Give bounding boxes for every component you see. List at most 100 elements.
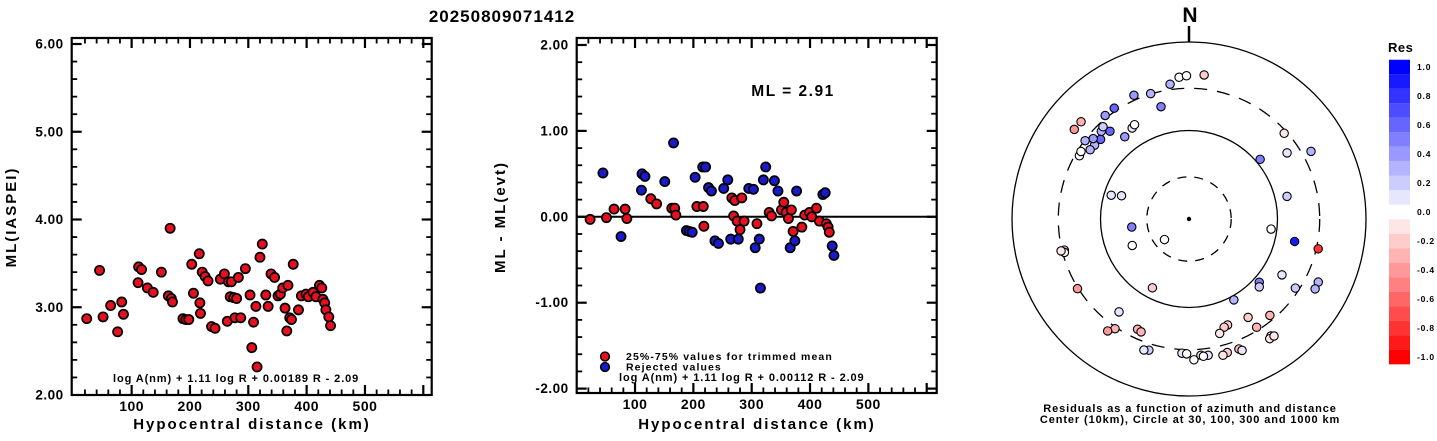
station-point-ml — [282, 279, 294, 291]
station-point-polar — [1243, 312, 1253, 323]
station-point-ml — [239, 263, 251, 275]
colorbar-segment — [1389, 74, 1410, 89]
station-point-residual — [749, 242, 761, 254]
station-point-residual — [597, 167, 609, 179]
station-point-residual — [823, 226, 835, 238]
station-point-polar — [1129, 119, 1140, 130]
station-point-ml — [186, 258, 198, 270]
colorbar-segment — [1389, 306, 1410, 321]
station-point-polar — [1251, 322, 1262, 333]
x-tick-label: 400 — [798, 396, 823, 412]
station-point-residual — [600, 212, 612, 224]
station-point-polar — [1310, 284, 1320, 294]
station-point-polar — [1165, 79, 1175, 89]
station-point-residual — [810, 202, 822, 214]
station-point-ml — [94, 264, 105, 276]
station-point-residual — [712, 237, 724, 249]
station-point-ml — [194, 297, 206, 309]
station-point-polar — [1214, 328, 1225, 339]
station-point-polar — [1106, 190, 1116, 200]
station-point-ml — [164, 222, 176, 234]
panel2-points — [584, 137, 840, 294]
station-point-polar — [1277, 270, 1287, 280]
station-point-polar — [1198, 351, 1209, 362]
station-point-residual — [689, 171, 701, 183]
station-point-ml — [209, 322, 221, 334]
station-point-polar — [1145, 88, 1156, 99]
station-point-ml — [250, 300, 262, 312]
station-point-residual — [621, 213, 633, 224]
legend-label-rejected: Rejected values — [626, 362, 722, 374]
station-point-ml — [232, 271, 244, 283]
station-point-polar — [1088, 133, 1098, 144]
colorbar-segment — [1389, 175, 1410, 191]
colorbar-tick-label: -0.2 — [1417, 236, 1435, 246]
station-point-residual — [686, 226, 698, 238]
station-point-residual — [619, 203, 631, 215]
station-point-polar — [1289, 236, 1300, 247]
panel2-formula: log A(nm) + 1.11 log R + 0.00112 R - 2.0… — [619, 372, 865, 384]
station-point-polar — [1069, 124, 1080, 135]
y-tick-label: -1.00 — [535, 295, 568, 310]
station-point-residual — [760, 161, 772, 173]
station-point-ml — [256, 238, 268, 250]
station-point-ml — [281, 325, 293, 337]
distance-circle-solid — [1099, 129, 1279, 309]
station-point-ml — [248, 316, 259, 328]
colorbar-segment — [1389, 262, 1410, 278]
y-tick-label: 1.00 — [540, 123, 568, 138]
station-point-ml — [155, 266, 167, 278]
station-point-polar — [1139, 345, 1149, 355]
station-point-residual — [828, 250, 840, 261]
panel1-x-axis-label: Hypocentral distance (km) — [133, 416, 371, 433]
station-point-ml — [323, 311, 335, 323]
colorbar-segment — [1389, 161, 1410, 176]
station-point-polar — [1269, 331, 1279, 341]
station-point-ml — [116, 296, 128, 308]
colorbar-tick-label: -0.6 — [1417, 294, 1435, 304]
polar-caption-line2: Center (10km), Circle at 30, 100, 300 an… — [1040, 414, 1340, 426]
polar-caption-line1: Residuals as a function of azimuth and d… — [1043, 403, 1337, 415]
station-point-polar — [1306, 146, 1316, 157]
colorbar-tick-label: 0.2 — [1417, 178, 1431, 188]
station-point-polar — [1254, 282, 1265, 292]
figure-title: 20250809071412 — [429, 7, 575, 26]
station-point-residual — [757, 174, 769, 186]
station-point-ml — [254, 251, 266, 263]
station-point-ml — [183, 314, 195, 325]
station-point-ml — [244, 289, 256, 301]
colorbar-segment — [1389, 219, 1410, 234]
station-point-residual — [722, 174, 734, 186]
station-point-ml — [231, 293, 243, 304]
station-point-ml — [136, 264, 147, 275]
legend-dot-rejected — [599, 361, 611, 373]
station-point-polar — [1085, 145, 1095, 155]
colorbar-tick-label: 0.4 — [1417, 149, 1431, 159]
station-point-residual — [639, 170, 651, 182]
station-point-residual — [700, 161, 712, 173]
legend-dot-trimmed-mean — [599, 351, 611, 362]
station-point-residual — [615, 231, 627, 243]
station-point-residual — [772, 185, 784, 197]
station-point-ml — [286, 314, 297, 325]
x-tick-label: 100 — [119, 398, 144, 414]
legend-label-trimmed-mean: 25%-75% values for trimmed mean — [626, 351, 833, 363]
station-point-residual — [698, 220, 710, 232]
station-point-polar — [1255, 154, 1265, 165]
station-point-residual — [736, 192, 748, 204]
station-point-ml — [251, 361, 263, 373]
y-tick-label: 5.00 — [35, 124, 63, 139]
plot-frame — [575, 36, 938, 395]
station-point-polar — [1199, 70, 1209, 80]
station-point-ml — [325, 320, 336, 332]
station-point-residual — [754, 282, 766, 294]
station-point-residual — [584, 213, 596, 225]
station-point-polar — [1098, 122, 1108, 132]
station-point-residual — [608, 203, 620, 215]
colorbar-segment — [1389, 248, 1410, 263]
colorbar-segment — [1389, 320, 1410, 336]
x-tick-label: 500 — [856, 396, 881, 412]
station-point-ml — [97, 311, 109, 323]
panel1-formula: log A(nm) + 1.11 log R + 0.00189 R - 2.0… — [113, 373, 359, 385]
station-point-polar — [1116, 191, 1127, 201]
